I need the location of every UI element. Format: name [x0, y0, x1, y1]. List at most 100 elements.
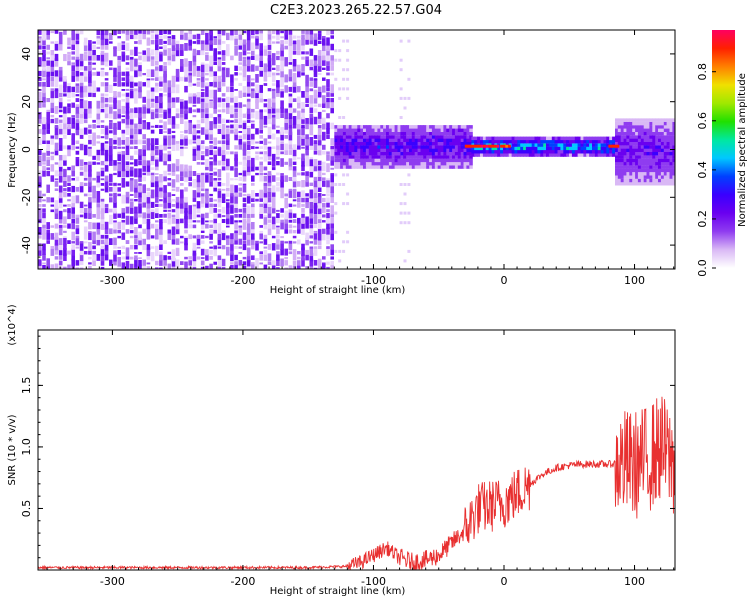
- signal-cell: [391, 141, 396, 146]
- signal-cell: [454, 131, 459, 136]
- signal-cell: [446, 131, 450, 136]
- noise-cell: [155, 260, 159, 266]
- noise-cell: [188, 256, 192, 260]
- noise-cell: [234, 38, 238, 45]
- signal-cell: [505, 136, 510, 141]
- signal-cell: [649, 128, 653, 132]
- noise-cell: [234, 65, 238, 71]
- noise-cell: [104, 30, 109, 36]
- noise-cell: [58, 171, 63, 176]
- noise-cell: [313, 60, 318, 66]
- signal-cell: [403, 145, 407, 149]
- noise-cell: [75, 228, 80, 235]
- signal-cell: [583, 150, 587, 154]
- signal-cell: [537, 136, 541, 141]
- signal-cell: [420, 135, 424, 139]
- signal-cell: [632, 148, 636, 152]
- noise-cell: [242, 142, 247, 151]
- signal-cell: [606, 143, 610, 147]
- signal-cell: [342, 125, 347, 129]
- noise-cell: [238, 138, 243, 145]
- noise-cell: [71, 222, 75, 230]
- signal-cell: [669, 148, 673, 152]
- signal-cell: [340, 155, 344, 159]
- noise-cell: [238, 238, 243, 245]
- noise-cell: [251, 263, 255, 269]
- signal-cell: [460, 145, 465, 149]
- noise-cell: [313, 233, 318, 240]
- noise-cell: [175, 75, 180, 82]
- noise-cell: [288, 224, 293, 229]
- signal-cell: [574, 139, 579, 144]
- signal-cell: [400, 155, 404, 159]
- noise-cell: [71, 71, 75, 76]
- signal-cell: [543, 139, 547, 144]
- noise-cell: [246, 40, 251, 45]
- noise-cell: [276, 111, 280, 119]
- noise-cell: [54, 90, 59, 99]
- signal-cell: [374, 128, 378, 132]
- signal-cell: [623, 151, 628, 156]
- noise-cell: [184, 229, 188, 234]
- noise-cell: [234, 192, 238, 197]
- signal-cell: [574, 143, 579, 147]
- noise-cell: [67, 182, 71, 186]
- noise-cell: [288, 229, 293, 234]
- signal-cell: [374, 138, 378, 142]
- noise-cell: [150, 201, 155, 208]
- noise-cell: [104, 221, 109, 230]
- signal-cell: [386, 145, 390, 149]
- noise-cell: [92, 259, 96, 266]
- noise-cell: [217, 75, 222, 82]
- signal-cell: [406, 148, 410, 152]
- signal-cell: [554, 153, 559, 157]
- noise-cell: [163, 49, 167, 56]
- noise-cell: [284, 257, 288, 260]
- noise-cell: [71, 65, 75, 72]
- noise-cell: [171, 257, 176, 267]
- signal-cell: [354, 138, 358, 142]
- noise-cell: [142, 122, 146, 130]
- noise-cell: [342, 249, 346, 253]
- signal-cell: [612, 146, 616, 151]
- noise-cell: [234, 123, 238, 129]
- noise-cell: [96, 171, 101, 176]
- noise-cell: [121, 99, 126, 102]
- signal-cell: [640, 141, 645, 146]
- noise-cell: [113, 246, 117, 249]
- signal-cell: [649, 145, 653, 149]
- signal-cell: [672, 172, 675, 176]
- signal-cell: [658, 155, 662, 159]
- noise-cell: [221, 118, 226, 124]
- signal-cell: [660, 128, 665, 132]
- signal-cell: [655, 118, 659, 122]
- noise-cell: [42, 249, 46, 255]
- signal-cell: [500, 139, 504, 144]
- noise-cell: [313, 63, 318, 72]
- signal-cell: [537, 153, 541, 157]
- noise-cell: [288, 95, 293, 104]
- noise-cell: [217, 196, 222, 203]
- noise-cell: [109, 187, 113, 192]
- noise-cell: [317, 258, 322, 267]
- noise-cell: [305, 266, 309, 269]
- noise-cell: [159, 125, 163, 128]
- signal-cell: [446, 155, 450, 159]
- noise-cell: [109, 84, 113, 93]
- signal-cell: [452, 125, 456, 129]
- noise-cell: [125, 206, 130, 214]
- signal-cell: [457, 151, 462, 156]
- noise-cell: [322, 109, 326, 112]
- noise-cell: [50, 70, 55, 77]
- signal-cell: [525, 136, 530, 141]
- noise-cell: [184, 121, 188, 130]
- noise-cell: [192, 124, 197, 129]
- signal-cell: [580, 150, 584, 154]
- noise-cell: [221, 82, 226, 87]
- noise-cell: [313, 176, 318, 181]
- noise-cell: [159, 259, 163, 266]
- noise-cell: [255, 151, 259, 155]
- noise-cell: [58, 224, 63, 228]
- signal-cell: [429, 155, 433, 159]
- noise-cell: [271, 195, 276, 204]
